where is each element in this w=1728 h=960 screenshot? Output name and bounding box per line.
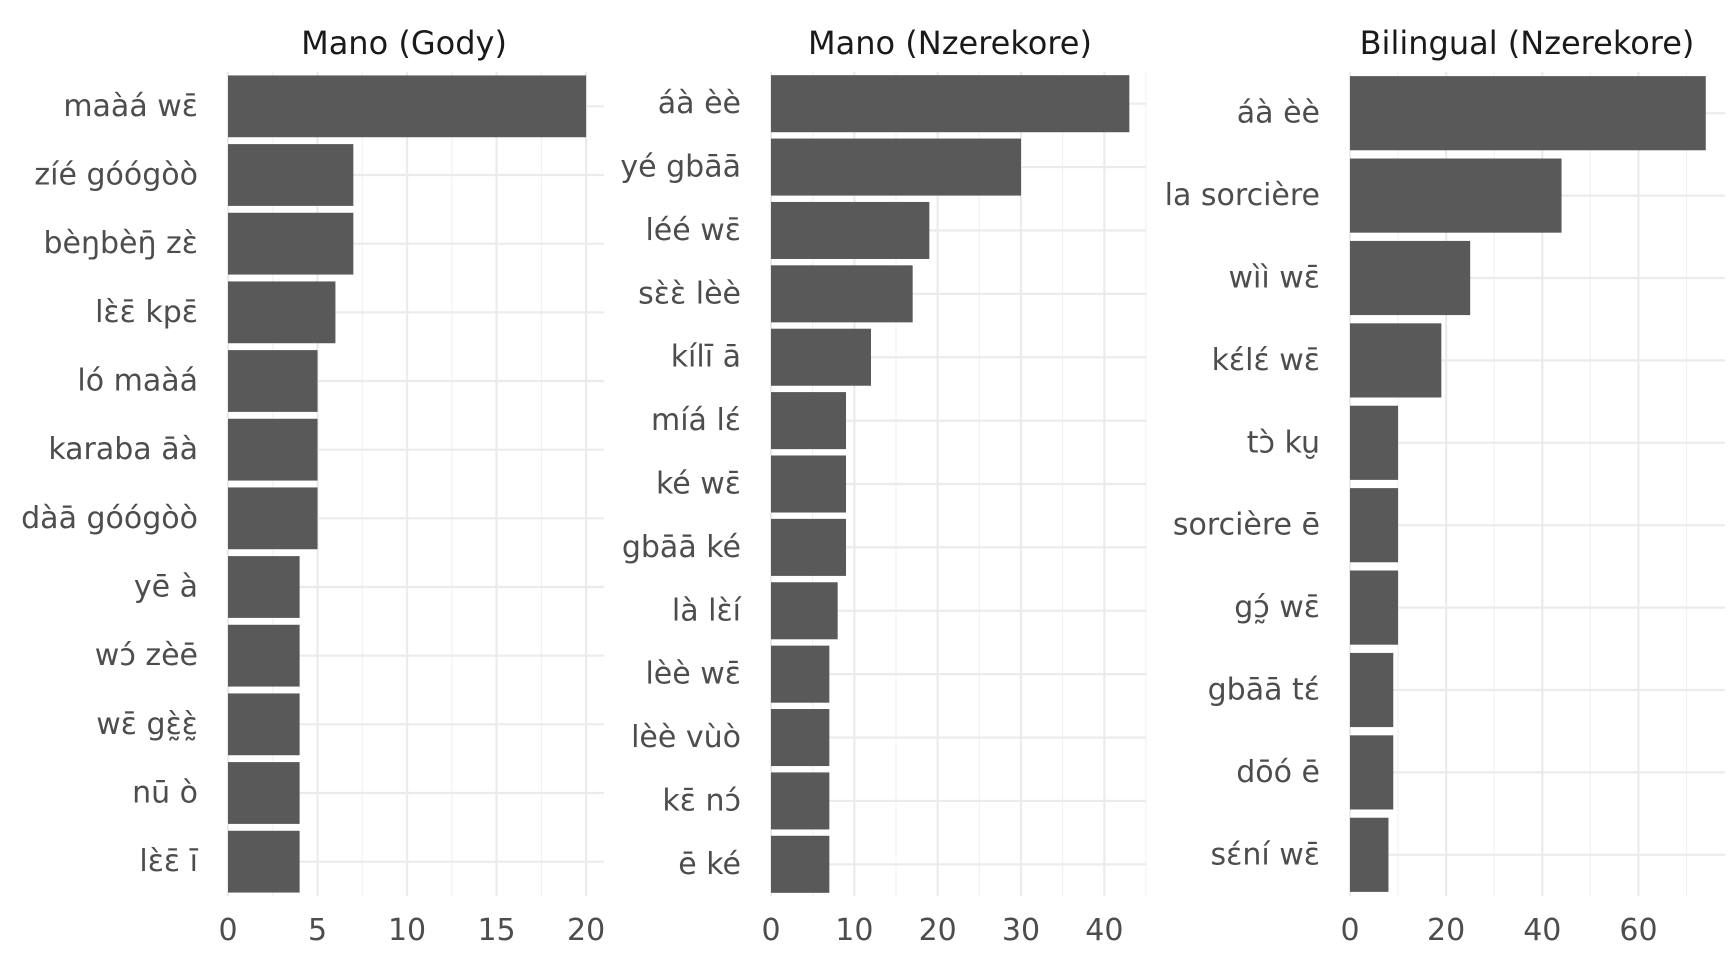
bar [1350, 817, 1389, 892]
panel-title: Bilingual (Nzerekore) [1360, 24, 1695, 62]
category-label: léé wɛ̄ [645, 213, 741, 248]
bar [228, 281, 336, 344]
category-label: gbāā tɛ́ [1208, 673, 1320, 708]
category-label: kílī ā [671, 340, 741, 375]
category-label: áà èè [1237, 96, 1320, 131]
category-label: ló maàá [77, 364, 198, 399]
bar [228, 350, 318, 412]
bar [228, 144, 354, 206]
category-label: yé gbāā [620, 150, 741, 185]
bar [228, 762, 300, 824]
category-label: gɔ̰́ wɛ̄ [1234, 590, 1320, 625]
category-label: tɔ̀ ku̮ [1247, 425, 1320, 460]
category-label: dōó ē [1236, 755, 1320, 790]
category-label: yē à [134, 570, 198, 605]
bar [1350, 735, 1394, 810]
category-label: karaba āà [48, 432, 198, 467]
bar [771, 201, 930, 259]
bar [771, 455, 846, 513]
bar [228, 693, 300, 756]
category-label: zíé góógòò [34, 158, 198, 193]
category-label: gbāā ké [622, 530, 741, 565]
panel-title: Mano (Gody) [301, 24, 507, 62]
bar [771, 265, 913, 323]
category-label: ē ké [678, 847, 741, 882]
category-label: lèè wɛ̄ [645, 657, 741, 692]
bar [1350, 405, 1399, 480]
category-label: sɛ́ní wɛ̄ [1211, 837, 1320, 872]
bar [1350, 76, 1706, 151]
bar [1350, 570, 1399, 645]
x-tick-label: 40 [1085, 913, 1123, 948]
category-label: kɛ̄ nɔ́ [662, 783, 741, 818]
x-tick-label: 30 [1002, 913, 1040, 948]
bar [1350, 158, 1562, 233]
panel-mano-gody: maàá wɛ̄ zíé góógòò bèŋbèŋ̄ zɛ̀ l… [21, 24, 605, 948]
x-tick-label: 15 [477, 913, 515, 948]
bar [228, 487, 318, 550]
bar [1350, 240, 1471, 316]
bar [771, 138, 1021, 196]
category-label: sɛ̀ɛ̀ lèè [638, 276, 741, 311]
category-label: sorcière ē [1173, 508, 1320, 543]
bar [1350, 323, 1442, 398]
bar [1350, 652, 1394, 728]
category-label: bèŋbèŋ̄ zɛ̀ [43, 226, 198, 261]
category-label: la sorcière [1165, 178, 1320, 213]
bar [228, 75, 587, 138]
bar [771, 645, 830, 703]
category-label: lèè vùò [631, 720, 741, 755]
category-label: wɔ́ zèē [95, 638, 198, 673]
category-label: míá lɛ́ [651, 403, 741, 438]
x-tick-label: 60 [1619, 913, 1657, 948]
category-label: ké wɛ̄ [656, 467, 741, 502]
category-label: maàá wɛ̄ [63, 89, 198, 124]
x-tick-label: 0 [761, 913, 780, 948]
category-label: lɛ̀ɛ̄ kpɛ̄ [95, 295, 198, 330]
bar [1350, 488, 1399, 563]
bar [771, 75, 1130, 133]
category-label: lɛ̀ɛ̄ ī [139, 844, 198, 879]
bar [228, 418, 318, 481]
bar [771, 709, 830, 767]
bar [771, 328, 871, 386]
bar [771, 835, 830, 893]
category-label: wɛ̄ gɛ̰̀ɛ̰̀ [96, 707, 198, 742]
category-label: áà èè [658, 86, 741, 121]
category-label: nū ò [132, 776, 198, 811]
x-tick-label: 10 [835, 913, 873, 948]
panel-bilingual-nzerekore: áà èè la sorcière wìì wɛ̄ kɛ́lɛ́ wɛ̄… [1165, 24, 1725, 948]
bar [771, 582, 838, 640]
panel-title: Mano (Nzerekore) [808, 24, 1092, 62]
bar [771, 392, 846, 450]
x-tick-label: 0 [1340, 913, 1359, 948]
bar [228, 624, 300, 687]
panel-mano-nzerekore: áà èè yé gbāā léé wɛ̄ sɛ̀ɛ̀ lèè k… [620, 24, 1147, 948]
x-tick-label: 40 [1523, 913, 1561, 948]
bar [228, 830, 300, 893]
bar [771, 772, 830, 830]
category-label: dàā góógòò [21, 501, 198, 536]
category-label: wìì wɛ̄ [1229, 261, 1321, 296]
bar [228, 556, 300, 618]
x-tick-label: 10 [388, 913, 426, 948]
x-tick-label: 5 [308, 913, 327, 948]
bar [228, 212, 354, 275]
x-tick-label: 20 [1427, 913, 1465, 948]
bar [771, 518, 846, 576]
x-tick-label: 0 [218, 913, 237, 948]
category-label: kɛ́lɛ́ wɛ̄ [1212, 343, 1320, 378]
category-label: là lɛ̀í [672, 593, 743, 628]
x-tick-label: 20 [567, 913, 605, 948]
x-tick-label: 20 [919, 913, 957, 948]
